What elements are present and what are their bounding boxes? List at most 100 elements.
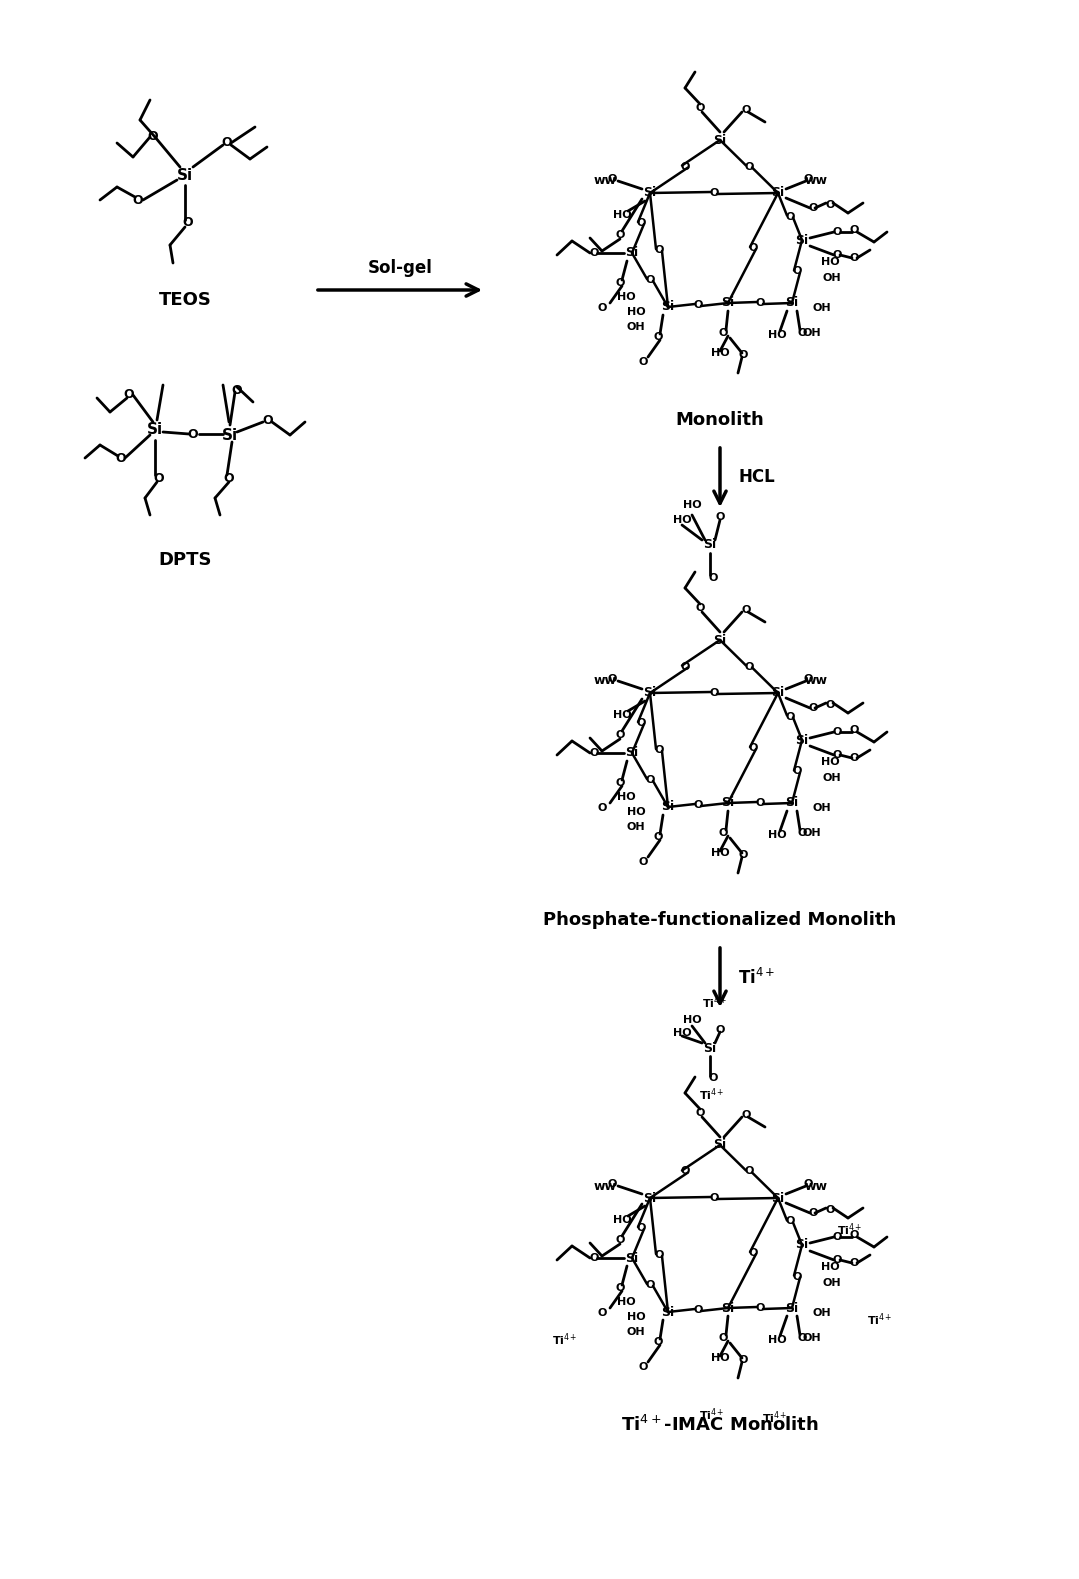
Text: Si: Si [661,801,674,813]
Text: O: O [148,131,159,144]
Text: Si: Si [661,1306,674,1318]
Text: Si: Si [626,1252,639,1265]
Text: O: O [792,766,802,777]
Text: OH: OH [822,273,842,283]
Text: O: O [262,414,273,426]
Text: O: O [221,136,232,150]
Text: Si: Si [795,234,808,246]
Text: O: O [681,662,689,671]
Text: O: O [849,753,859,763]
Text: Phosphate-functionalized Monolith: Phosphate-functionalized Monolith [544,911,897,928]
Text: O: O [755,797,765,808]
Text: O: O [708,573,718,583]
Text: Ti$^{4+}$: Ti$^{4+}$ [552,1331,577,1348]
Text: O: O [637,218,645,227]
Text: O: O [738,850,748,861]
Text: Sol-gel: Sol-gel [368,259,433,276]
Text: Si: Si [771,186,784,199]
Text: O: O [849,725,859,734]
Text: Monolith: Monolith [675,411,764,429]
Text: O: O [645,275,655,284]
Text: Si: Si [771,687,784,699]
Text: O: O [589,748,599,758]
Text: Ti$^{4+}$: Ti$^{4+}$ [699,1086,725,1104]
Text: O: O [615,278,625,287]
Text: O: O [654,745,664,755]
Text: Ti$^{4+}$: Ti$^{4+}$ [837,1222,863,1238]
Text: O: O [708,1074,718,1083]
Text: HO: HO [767,1334,787,1345]
Text: O: O [738,1355,748,1364]
Text: O: O [808,703,818,714]
Text: O: O [849,253,859,264]
Text: HO: HO [711,1353,729,1363]
Text: Ti$^{4+}$-IMAC Monolith: Ti$^{4+}$-IMAC Monolith [622,1415,819,1435]
Text: O: O [832,726,842,737]
Text: ww: ww [593,1180,616,1192]
Text: O: O [849,224,859,235]
Text: O: O [738,351,748,360]
Text: O: O [755,298,765,308]
Text: HO: HO [711,347,729,358]
Text: ww: ww [805,175,828,188]
Text: O: O [832,750,842,759]
Text: O: O [832,1232,842,1243]
Text: Ti$^{4+}$: Ti$^{4+}$ [738,968,776,987]
Text: OH: OH [627,322,645,332]
Text: Si: Si [713,1138,726,1151]
Text: HCL: HCL [738,469,775,486]
Text: ww: ww [805,1180,828,1192]
Text: Si: Si [643,687,656,699]
Text: O: O [694,1304,702,1315]
Text: HO: HO [821,1262,839,1273]
Text: Si: Si [147,423,163,437]
Text: O: O [653,332,663,343]
Text: HO: HO [767,330,787,339]
Text: Si: Si [626,747,639,759]
Text: O: O [803,1180,812,1189]
Text: HO: HO [617,793,636,802]
Text: O: O [825,699,835,711]
Text: O: O [615,1284,625,1293]
Text: O: O [797,1333,807,1344]
Text: O: O [808,1208,818,1217]
Text: O: O [749,744,757,753]
Text: HO: HO [613,210,631,219]
Text: Si: Si [786,796,798,810]
Text: O: O [598,1307,606,1318]
Text: O: O [803,674,812,684]
Text: HO: HO [627,306,645,317]
Text: Si: Si [704,1042,716,1055]
Text: O: O [749,243,757,253]
Text: HO: HO [672,1028,692,1037]
Text: O: O [223,472,234,485]
Text: HO: HO [613,711,631,720]
Text: O: O [124,388,134,401]
Text: Si: Si [713,633,726,646]
Text: Si: Si [786,1301,798,1314]
Text: O: O [825,201,835,210]
Text: O: O [786,712,795,722]
Text: O: O [639,857,647,867]
Text: ww: ww [805,674,828,687]
Text: O: O [715,512,725,523]
Text: O: O [741,605,751,614]
Text: O: O [615,231,625,240]
Text: HO: HO [821,756,839,767]
Text: O: O [709,188,719,197]
Text: Si: Si [713,134,726,147]
Text: O: O [797,328,807,338]
Text: OH: OH [822,774,842,783]
Text: O: O [645,1281,655,1290]
Text: O: O [639,357,647,366]
Text: Si: Si [786,297,798,309]
Text: O: O [637,1224,645,1233]
Text: Ti$^{4+}$: Ti$^{4+}$ [762,1410,788,1426]
Text: Si: Si [643,1192,656,1205]
Text: O: O [615,778,625,788]
Text: Si: Si [704,538,716,551]
Text: OH: OH [803,827,821,838]
Text: O: O [654,1251,664,1260]
Text: O: O [755,1303,765,1314]
Text: O: O [832,227,842,237]
